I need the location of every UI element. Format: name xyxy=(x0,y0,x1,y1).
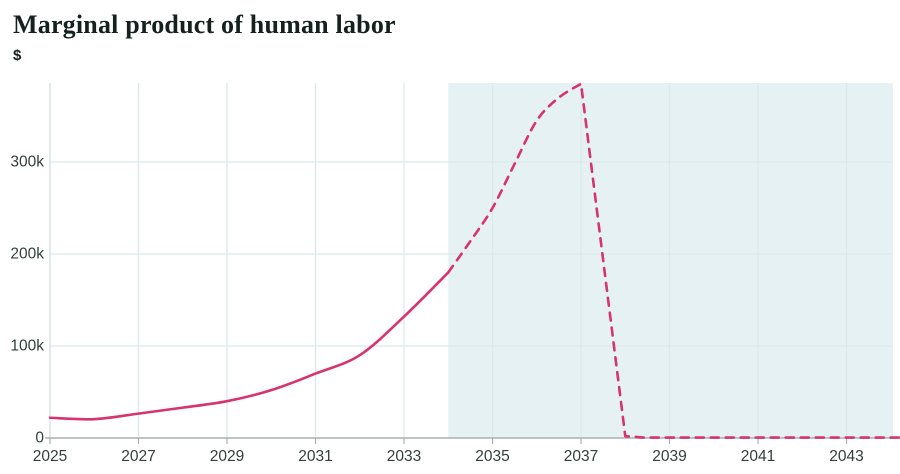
x-tick-label: 2039 xyxy=(652,448,686,465)
y-tick-label: 200k xyxy=(10,246,44,263)
chart-area: 2025 2027 2029 2031 2033 2035 2037 2039 2041 2043… xyxy=(0,74,900,474)
x-tick-label: 2041 xyxy=(741,448,775,465)
x-tick-label: 2037 xyxy=(564,448,598,465)
chart-title: Marginal product of human labor xyxy=(13,10,396,39)
y-tick-label: 100k xyxy=(10,338,44,355)
x-tick-label: 2027 xyxy=(121,448,155,465)
y-tick-label: 0 xyxy=(35,430,44,447)
x-tick-label: 2031 xyxy=(298,448,332,465)
x-tick-label: 2033 xyxy=(387,448,421,465)
y-tick-label: 300k xyxy=(10,154,44,171)
series-line-solid xyxy=(48,271,450,421)
chart-svg: 2025 2027 2029 2031 2033 2035 2037 2039 2041 2043… xyxy=(10,82,900,465)
y-axis-unit-label: $ xyxy=(13,46,22,64)
forecast-shaded-region xyxy=(448,83,893,438)
series-line-dashed xyxy=(446,82,900,439)
chart-header: Marginal product of human labor $ xyxy=(13,10,396,64)
x-tick-label: 2043 xyxy=(829,448,863,465)
x-tick-label: 2035 xyxy=(475,448,509,465)
x-tick-label: 2029 xyxy=(210,448,244,465)
x-tick-label: 2025 xyxy=(33,448,67,465)
